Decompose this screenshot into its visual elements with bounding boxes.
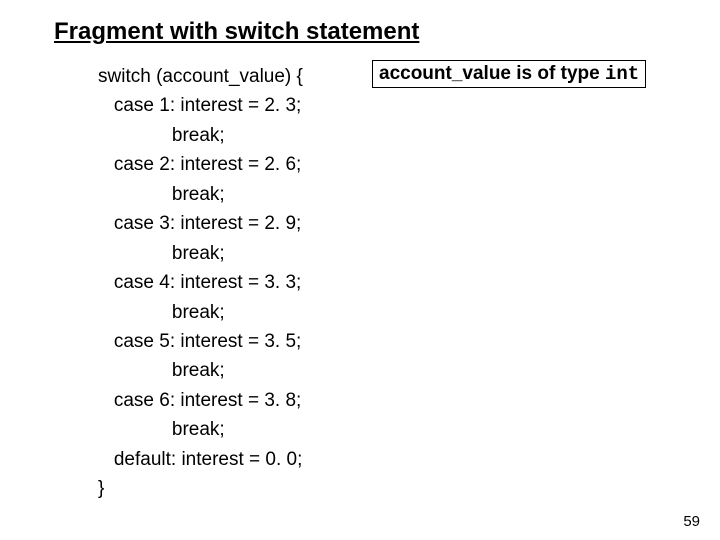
type-annotation-box: account_value is of type int [372,60,646,88]
page-number: 59 [683,513,700,530]
note-text: account_value is of type [379,63,605,84]
code-fragment: switch (account_value) { case 1: interes… [98,62,303,504]
slide-title: Fragment with switch statement [54,18,419,46]
note-type: int [605,63,639,85]
